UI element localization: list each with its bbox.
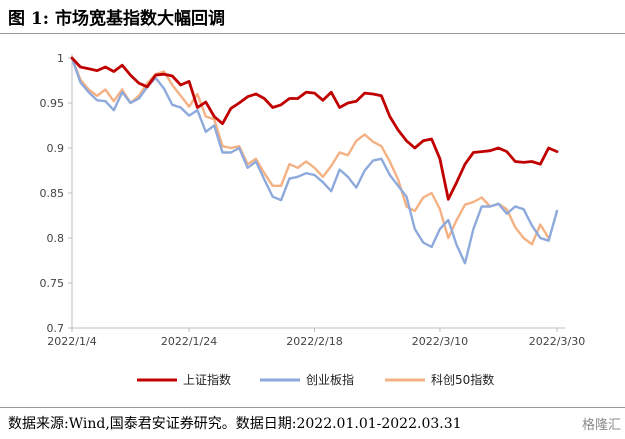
- x-tick-label: 2022/1/24: [161, 335, 217, 348]
- x-tick-label: 2022/3/30: [529, 335, 585, 348]
- figure-title: 图 1: 市场宽基指数大幅回调: [8, 4, 225, 29]
- y-tick-label: 0.8: [47, 232, 65, 245]
- y-tick-label: 1: [57, 52, 64, 65]
- chart-series: [70, 56, 559, 265]
- x-tick-label: 2022/1/4: [47, 335, 96, 348]
- figure-label: 图 1:: [8, 9, 50, 29]
- x-tick-label: 2022/2/18: [286, 335, 342, 348]
- bottom-divider: [0, 407, 625, 408]
- y-tick-label: 0.7: [47, 322, 65, 335]
- legend-label-1: 上证指数: [183, 372, 231, 387]
- line-chart: 0.7 0.75 0.8 0.85 0.9 0.95 1 2022/1/4 2022/1/24 2…: [40, 52, 586, 387]
- source-note: 数据来源:Wind,国泰君安证券研究。数据日期:2022.01.01-2022.…: [8, 416, 462, 432]
- chart-legend: 上证指数 创业板指 科创50指数: [137, 372, 494, 387]
- top-divider: [0, 33, 625, 34]
- chart-axes: 0.7 0.75 0.8 0.85 0.9 0.95 1 2022/1/4 2022/1/24 2…: [40, 52, 586, 348]
- series-line-1: [70, 56, 559, 201]
- y-tick-label: 0.9: [47, 142, 65, 155]
- legend-label-2: 创业板指: [306, 372, 354, 387]
- figure-title-text: 市场宽基指数大幅回调: [54, 9, 225, 29]
- series-line-2: [70, 56, 559, 265]
- legend-label-3: 科创50指数: [431, 372, 494, 387]
- watermark: 格隆汇: [581, 418, 621, 433]
- x-tick-label: 2022/3/10: [412, 335, 468, 348]
- y-tick-label: 0.75: [40, 277, 65, 290]
- y-tick-label: 0.95: [40, 97, 65, 110]
- y-tick-label: 0.85: [40, 187, 65, 200]
